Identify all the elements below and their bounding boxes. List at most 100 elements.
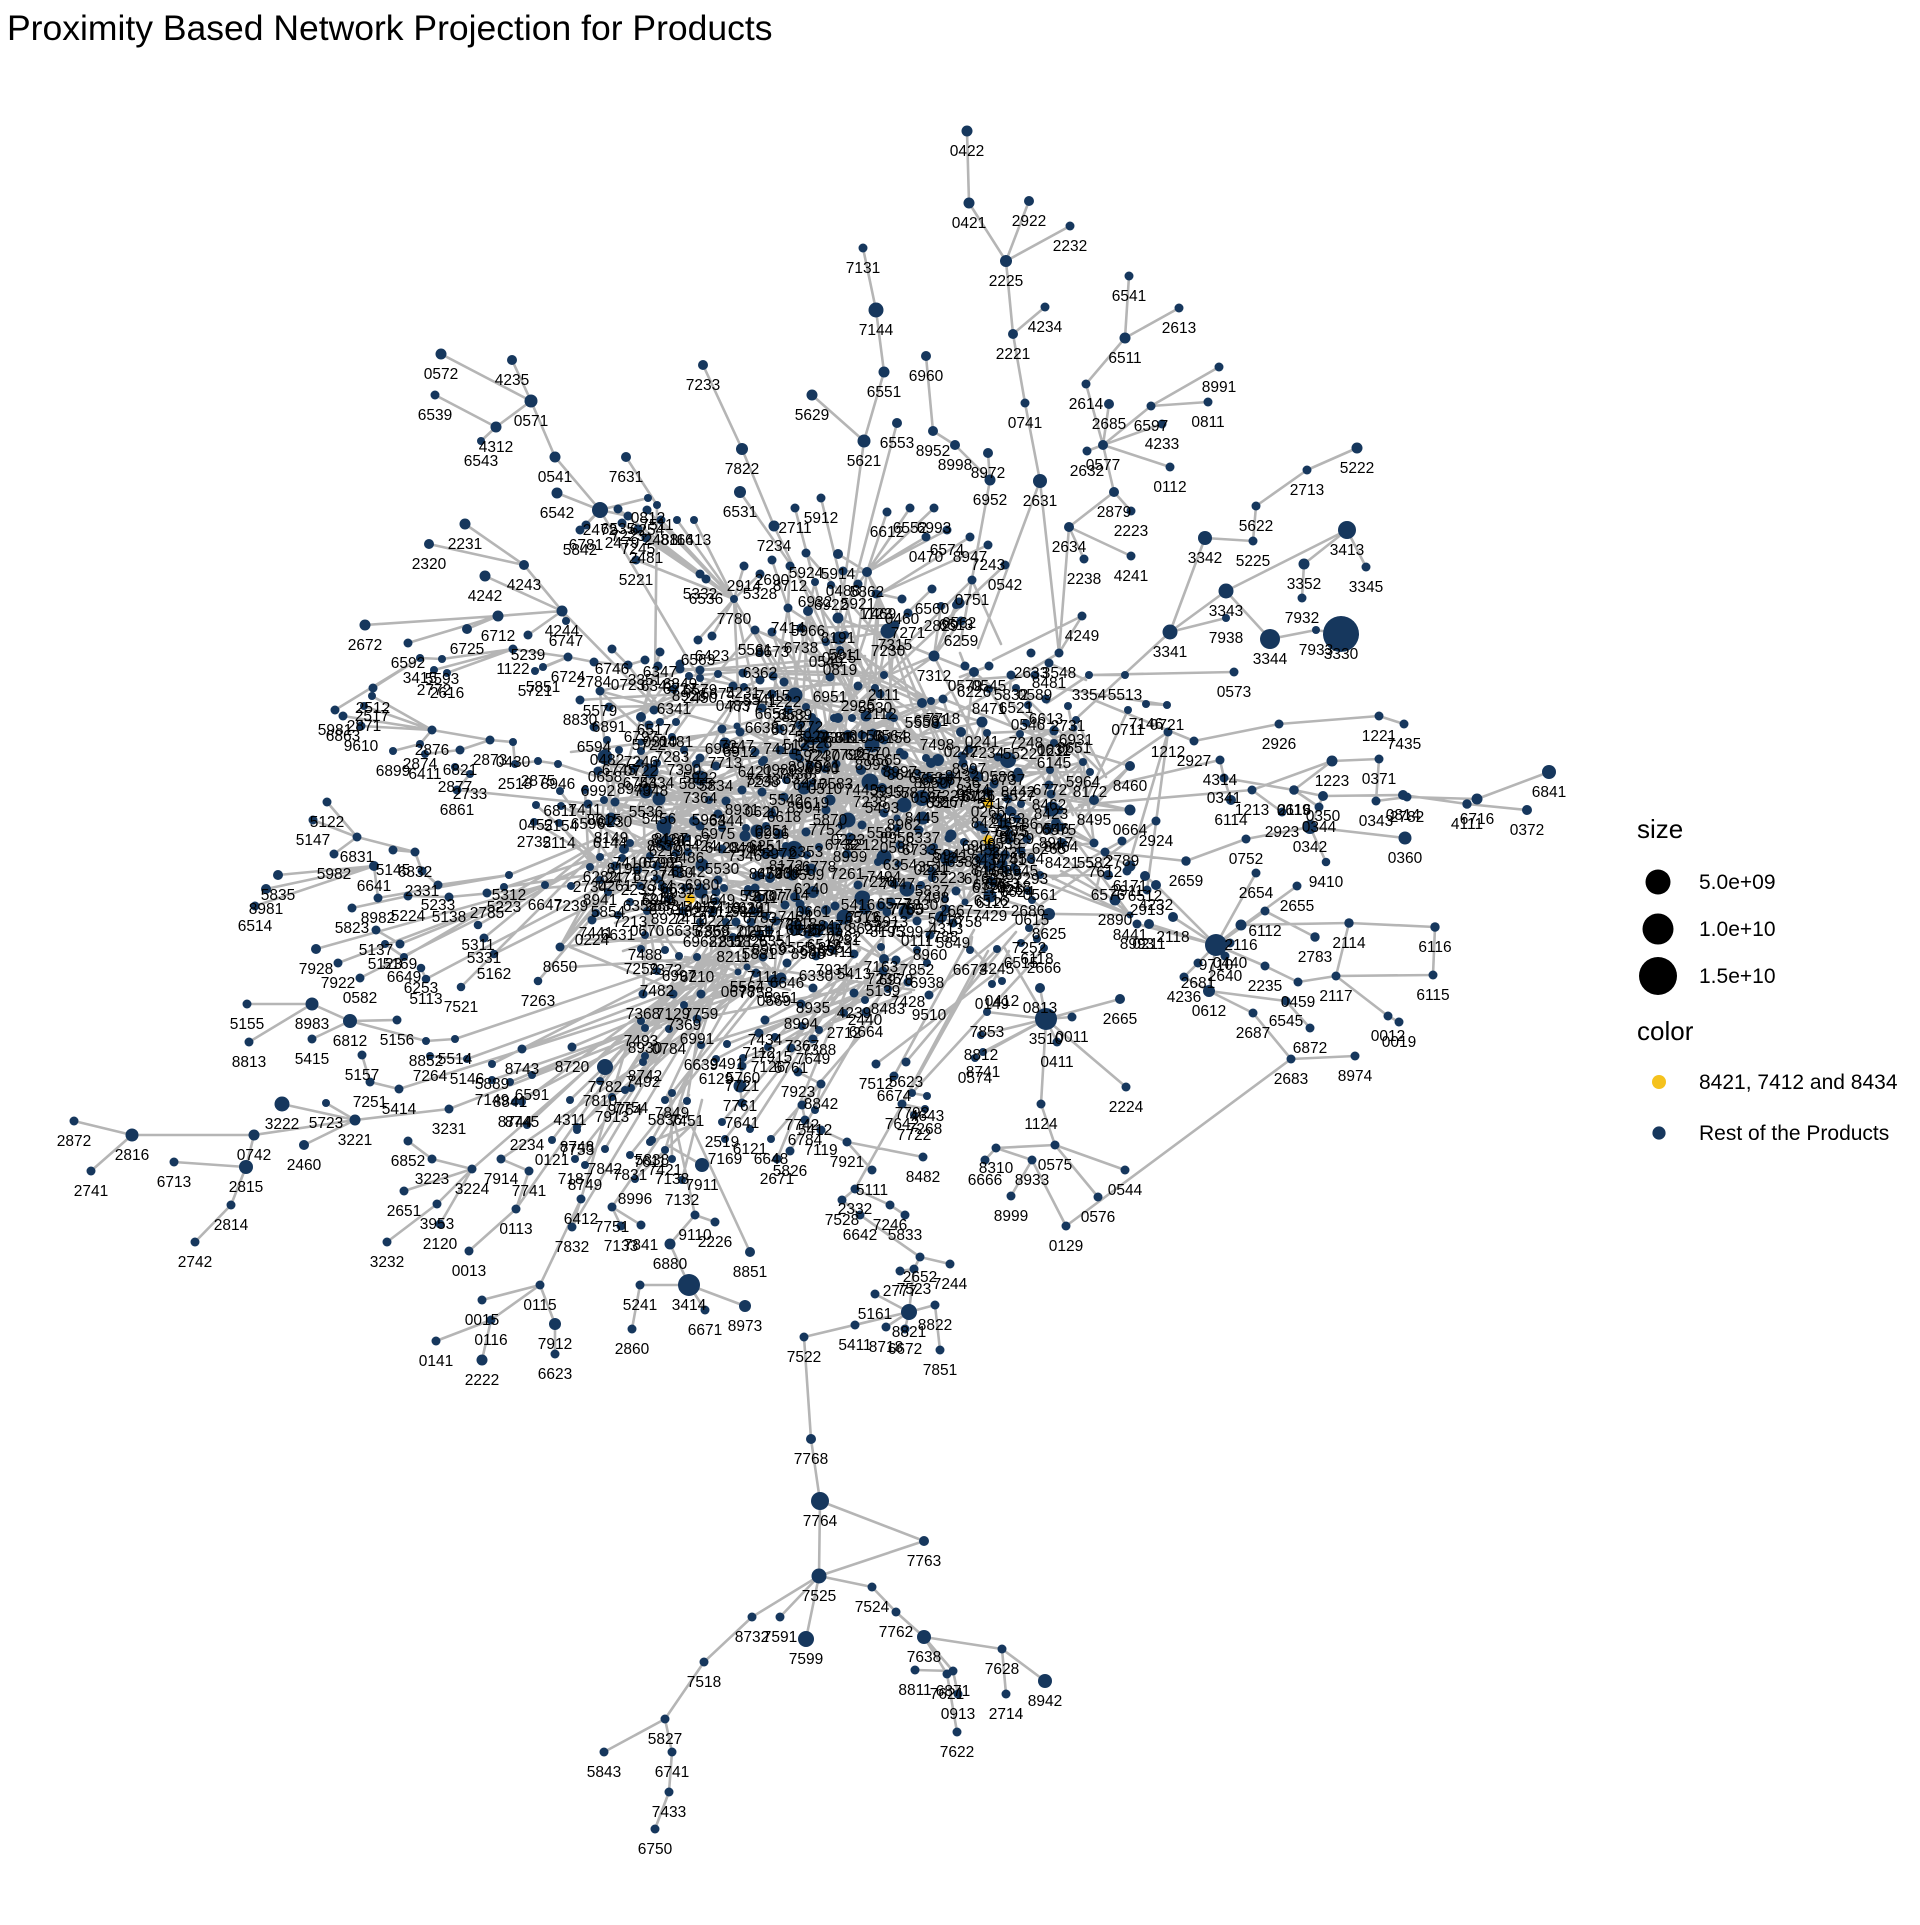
- svg-text:1.5e+10: 1.5e+10: [1699, 965, 1776, 988]
- svg-text:5233: 5233: [421, 897, 455, 914]
- svg-text:6753: 6753: [909, 770, 943, 787]
- svg-text:6337: 6337: [906, 830, 940, 847]
- svg-text:6932: 6932: [798, 594, 832, 611]
- svg-text:2118: 2118: [1156, 929, 1189, 946]
- svg-text:7599: 7599: [789, 1651, 823, 1668]
- svg-text:6536: 6536: [689, 591, 723, 608]
- svg-text:2789: 2789: [1105, 853, 1139, 870]
- svg-text:7758: 7758: [739, 985, 773, 1002]
- svg-text:7938: 7938: [1209, 630, 1243, 647]
- svg-text:2652: 2652: [903, 1269, 937, 1286]
- svg-text:4312: 4312: [479, 439, 513, 456]
- svg-text:5972: 5972: [762, 846, 796, 863]
- svg-text:5139: 5139: [866, 983, 900, 1000]
- svg-text:6129: 6129: [699, 1071, 733, 1088]
- svg-text:2222: 2222: [465, 1372, 499, 1389]
- svg-text:2681: 2681: [1181, 975, 1215, 992]
- svg-text:6648: 6648: [754, 1151, 788, 1168]
- svg-text:0149: 0149: [975, 996, 1009, 1013]
- svg-text:0571: 0571: [514, 413, 548, 430]
- svg-text:5723: 5723: [309, 1115, 343, 1132]
- svg-text:8643: 8643: [887, 767, 921, 784]
- svg-text:8117: 8117: [753, 890, 786, 907]
- svg-text:0350: 0350: [1306, 808, 1341, 825]
- svg-text:5921: 5921: [841, 596, 875, 613]
- svg-text:0561: 0561: [1023, 887, 1057, 904]
- svg-text:6922: 6922: [814, 597, 848, 614]
- svg-text:2784: 2784: [577, 674, 612, 691]
- svg-text:6359: 6359: [695, 924, 729, 941]
- svg-text:size: size: [1637, 814, 1683, 844]
- svg-text:6240: 6240: [794, 881, 829, 898]
- svg-text:6960: 6960: [909, 368, 944, 385]
- svg-text:3222: 3222: [265, 1116, 299, 1133]
- svg-text:0576: 0576: [1081, 1209, 1115, 1226]
- svg-text:8251: 8251: [709, 934, 743, 951]
- svg-text:6317: 6317: [926, 795, 960, 812]
- svg-text:8932: 8932: [661, 885, 695, 902]
- svg-text:5514: 5514: [438, 1051, 473, 1068]
- svg-text:6341: 6341: [657, 701, 691, 718]
- svg-text:7810: 7810: [583, 1093, 618, 1110]
- svg-text:0343: 0343: [1359, 813, 1393, 830]
- svg-text:2922: 2922: [1012, 213, 1046, 230]
- svg-text:6116: 6116: [1418, 939, 1451, 956]
- svg-text:4232: 4232: [1139, 897, 1173, 914]
- svg-text:7238: 7238: [853, 794, 887, 811]
- svg-text:0116: 0116: [474, 1332, 507, 1349]
- svg-text:6624: 6624: [1000, 884, 1035, 901]
- svg-text:7283: 7283: [655, 749, 689, 766]
- svg-text:6323: 6323: [783, 771, 817, 788]
- svg-text:8946: 8946: [541, 776, 575, 793]
- svg-text:0230: 0230: [598, 814, 633, 831]
- svg-text:7482: 7482: [640, 983, 674, 1000]
- svg-text:6841: 6841: [1532, 784, 1566, 801]
- svg-text:6712: 6712: [481, 628, 515, 645]
- svg-text:8842: 8842: [804, 1096, 838, 1113]
- svg-text:6121: 6121: [733, 1141, 767, 1158]
- svg-text:7591: 7591: [763, 1629, 797, 1646]
- svg-text:8813: 8813: [232, 1054, 266, 1071]
- svg-text:5419: 5419: [707, 900, 741, 917]
- svg-text:1.0e+10: 1.0e+10: [1699, 918, 1776, 941]
- svg-text:0721: 0721: [1150, 717, 1184, 734]
- svg-text:8195: 8195: [870, 924, 904, 941]
- svg-text:2651: 2651: [387, 1203, 421, 1220]
- svg-text:5169: 5169: [383, 956, 417, 973]
- svg-text:5417: 5417: [977, 796, 1011, 813]
- svg-text:9710: 9710: [1199, 957, 1234, 974]
- svg-text:6531: 6531: [723, 504, 757, 521]
- svg-text:7792: 7792: [895, 1105, 929, 1122]
- svg-text:2235: 2235: [1248, 978, 1282, 995]
- svg-text:6413: 6413: [677, 532, 711, 549]
- svg-text:6115: 6115: [1416, 987, 1449, 1004]
- svg-text:6553: 6553: [880, 435, 914, 452]
- svg-text:2871: 2871: [347, 718, 381, 735]
- svg-text:6594: 6594: [577, 739, 612, 756]
- svg-text:7245: 7245: [621, 541, 655, 558]
- svg-text:6541: 6541: [1112, 288, 1146, 305]
- svg-text:7414: 7414: [771, 620, 806, 637]
- svg-text:0242: 0242: [944, 744, 978, 761]
- svg-text:8432: 8432: [945, 768, 979, 785]
- svg-text:2777: 2777: [883, 1283, 917, 1300]
- svg-text:5889: 5889: [475, 1076, 509, 1093]
- svg-text:5622: 5622: [1239, 518, 1273, 535]
- svg-text:2223: 2223: [1114, 523, 1148, 540]
- svg-text:2232: 2232: [1053, 238, 1087, 255]
- svg-text:0484: 0484: [729, 840, 764, 857]
- svg-text:4244: 4244: [545, 623, 580, 640]
- svg-text:8435: 8435: [992, 845, 1026, 862]
- svg-text:6171: 6171: [1113, 878, 1147, 895]
- svg-text:6744: 6744: [623, 775, 658, 792]
- svg-text:0579: 0579: [948, 678, 982, 695]
- svg-text:3345: 3345: [1349, 579, 1383, 596]
- svg-text:0589: 0589: [1018, 687, 1052, 704]
- svg-text:8962: 8962: [887, 817, 921, 834]
- svg-text:0481: 0481: [659, 734, 693, 751]
- svg-text:8933: 8933: [1015, 1172, 1049, 1189]
- svg-text:6158: 6158: [877, 730, 911, 747]
- svg-text:0452: 0452: [519, 817, 553, 834]
- svg-text:6646: 6646: [770, 975, 804, 992]
- svg-text:6618: 6618: [767, 809, 801, 826]
